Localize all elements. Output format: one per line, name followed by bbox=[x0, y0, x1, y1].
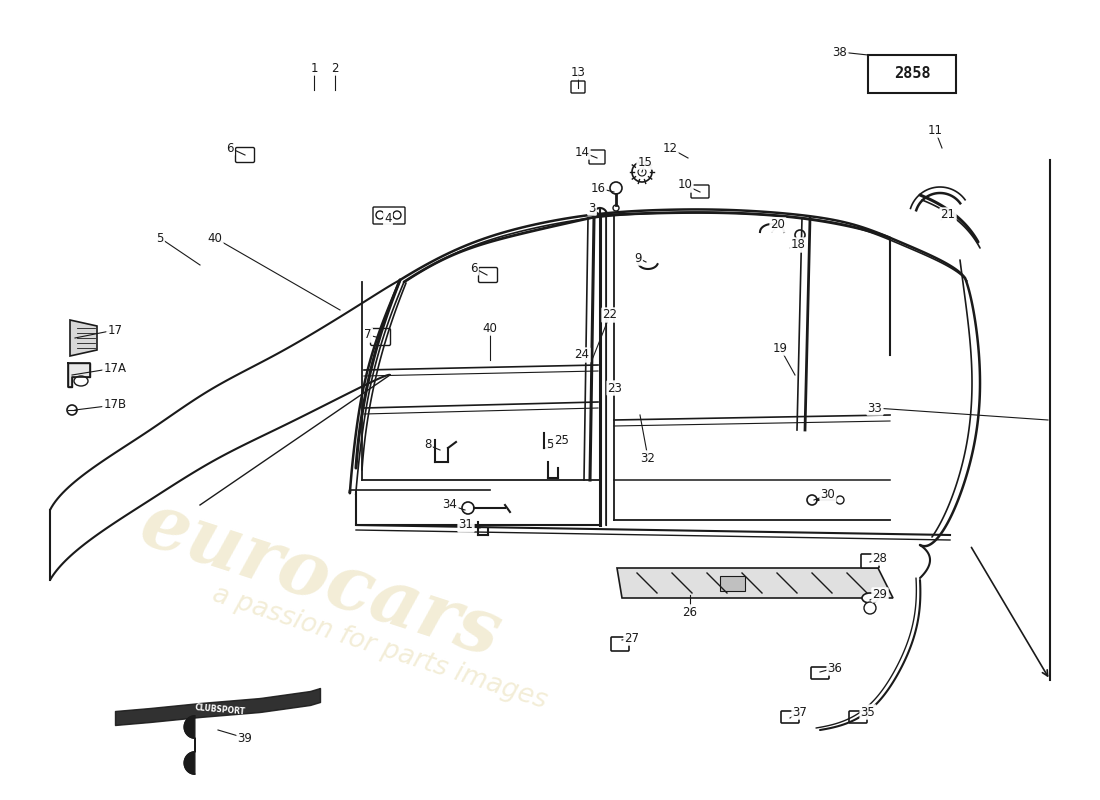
Text: 10: 10 bbox=[678, 178, 692, 191]
Text: CLUBSPORT: CLUBSPORT bbox=[195, 703, 245, 717]
Text: 33: 33 bbox=[868, 402, 882, 414]
Text: eurocars: eurocars bbox=[131, 487, 509, 673]
Text: 2: 2 bbox=[331, 62, 339, 74]
Circle shape bbox=[613, 205, 619, 211]
Text: 3: 3 bbox=[588, 202, 596, 214]
Circle shape bbox=[462, 502, 474, 514]
FancyBboxPatch shape bbox=[478, 267, 497, 282]
Text: 12: 12 bbox=[662, 142, 678, 154]
Circle shape bbox=[632, 162, 652, 182]
Bar bbox=[720, 576, 745, 591]
FancyBboxPatch shape bbox=[610, 637, 629, 651]
Text: 24: 24 bbox=[574, 349, 590, 362]
Text: 8: 8 bbox=[425, 438, 431, 451]
FancyBboxPatch shape bbox=[371, 329, 390, 346]
Text: 4: 4 bbox=[384, 211, 392, 225]
Text: 17: 17 bbox=[108, 323, 122, 337]
Text: 34: 34 bbox=[442, 498, 458, 511]
Polygon shape bbox=[617, 568, 893, 598]
Text: 9: 9 bbox=[635, 251, 641, 265]
Text: 1: 1 bbox=[310, 62, 318, 74]
Text: 17B: 17B bbox=[103, 398, 127, 411]
Text: 11: 11 bbox=[927, 123, 943, 137]
Circle shape bbox=[376, 211, 384, 219]
Text: 15: 15 bbox=[638, 155, 652, 169]
FancyBboxPatch shape bbox=[849, 711, 867, 723]
Text: 32: 32 bbox=[640, 451, 656, 465]
Text: 40: 40 bbox=[208, 231, 222, 245]
Text: 2858: 2858 bbox=[893, 66, 931, 82]
Text: 20: 20 bbox=[771, 218, 785, 231]
Text: 7: 7 bbox=[364, 329, 372, 342]
Text: 16: 16 bbox=[591, 182, 605, 194]
Text: 6: 6 bbox=[471, 262, 477, 274]
Text: 30: 30 bbox=[821, 489, 835, 502]
Circle shape bbox=[610, 182, 621, 194]
Text: 19: 19 bbox=[772, 342, 788, 354]
Text: 40: 40 bbox=[483, 322, 497, 334]
Text: 18: 18 bbox=[791, 238, 805, 251]
Ellipse shape bbox=[862, 593, 878, 603]
Ellipse shape bbox=[74, 376, 88, 386]
FancyBboxPatch shape bbox=[588, 150, 605, 164]
Text: 27: 27 bbox=[625, 631, 639, 645]
Polygon shape bbox=[70, 320, 97, 356]
Text: 28: 28 bbox=[872, 551, 888, 565]
FancyBboxPatch shape bbox=[861, 554, 879, 568]
Text: 22: 22 bbox=[603, 309, 617, 322]
Circle shape bbox=[67, 405, 77, 415]
Circle shape bbox=[836, 496, 844, 504]
FancyBboxPatch shape bbox=[571, 81, 585, 93]
Text: 39: 39 bbox=[238, 731, 252, 745]
FancyBboxPatch shape bbox=[811, 667, 829, 679]
Polygon shape bbox=[68, 363, 90, 387]
Polygon shape bbox=[184, 716, 195, 774]
FancyBboxPatch shape bbox=[235, 147, 254, 162]
Circle shape bbox=[393, 211, 402, 219]
Text: 5: 5 bbox=[156, 231, 164, 245]
Text: 21: 21 bbox=[940, 209, 956, 222]
Bar bbox=[868, 55, 956, 93]
Text: 23: 23 bbox=[607, 382, 623, 394]
Text: 13: 13 bbox=[571, 66, 585, 78]
FancyBboxPatch shape bbox=[781, 711, 799, 723]
Text: 37: 37 bbox=[793, 706, 807, 718]
Text: 17A: 17A bbox=[103, 362, 127, 374]
Circle shape bbox=[638, 168, 646, 176]
Circle shape bbox=[807, 495, 817, 505]
Text: 29: 29 bbox=[872, 589, 888, 602]
Circle shape bbox=[795, 230, 805, 240]
Text: 14: 14 bbox=[574, 146, 590, 158]
FancyBboxPatch shape bbox=[373, 207, 405, 224]
Text: 6: 6 bbox=[227, 142, 233, 154]
Circle shape bbox=[864, 602, 876, 614]
Text: a passion for parts images: a passion for parts images bbox=[209, 582, 551, 714]
Text: 35: 35 bbox=[860, 706, 876, 718]
Text: 5: 5 bbox=[547, 438, 553, 451]
FancyBboxPatch shape bbox=[691, 185, 710, 198]
Text: 31: 31 bbox=[459, 518, 473, 531]
Text: 26: 26 bbox=[682, 606, 697, 618]
Text: 25: 25 bbox=[554, 434, 570, 446]
Text: 38: 38 bbox=[833, 46, 847, 58]
Text: 36: 36 bbox=[827, 662, 843, 674]
